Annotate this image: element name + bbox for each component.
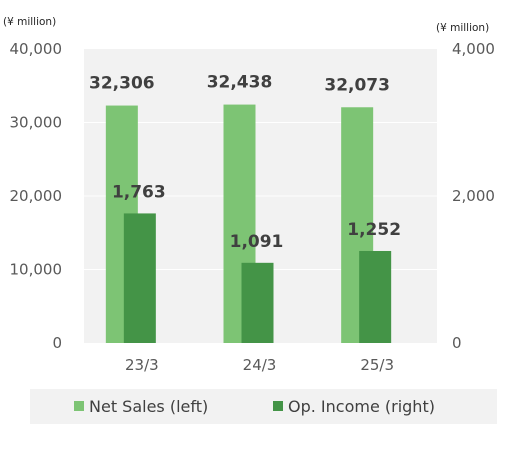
x-axis-ticks: 23/3 24/3 25/3 (125, 356, 394, 374)
data-label-op-income: 1,091 (230, 232, 284, 252)
left-tick-label: 30,000 (10, 114, 63, 132)
left-tick-label: 10,000 (10, 261, 63, 279)
left-tick-label: 20,000 (10, 187, 63, 205)
right-tick-label: 4,000 (452, 40, 495, 58)
data-label-op-income: 1,763 (112, 182, 166, 202)
legend-item: Op. Income (right) (273, 397, 435, 416)
legend (30, 389, 497, 424)
data-label-op-income: 1,252 (347, 220, 401, 240)
data-label-net-sales: 32,073 (324, 75, 390, 95)
x-tick-label: 23/3 (125, 356, 159, 374)
bar-op-income (359, 250, 392, 343)
bar-op-income (123, 213, 156, 343)
right-tick-label: 0 (452, 334, 462, 352)
bar-op-income (241, 262, 274, 343)
left-axis-unit: (¥ million) (3, 16, 56, 28)
x-tick-label: 25/3 (360, 356, 394, 374)
right-axis-unit: (¥ million) (436, 22, 489, 34)
legend-label: Op. Income (right) (288, 397, 435, 416)
left-tick-label: 0 (52, 334, 62, 352)
left-axis: 0 10,000 20,000 30,000 40,000 (10, 40, 63, 352)
data-label-net-sales: 32,306 (89, 74, 155, 94)
legend-item: Net Sales (left) (74, 397, 208, 416)
right-tick-label: 2,000 (452, 187, 495, 205)
right-axis: 0 2,000 4,000 (452, 40, 495, 352)
x-tick-label: 24/3 (243, 356, 277, 374)
legend-items: Net Sales (left) Op. Income (right) (74, 397, 435, 416)
legend-label: Net Sales (left) (89, 397, 208, 416)
legend-swatch (273, 401, 283, 411)
bars: 32,306 1,763 32,438 1,091 32,073 1,252 (89, 73, 401, 343)
legend-swatch (74, 401, 84, 411)
data-label-net-sales: 32,438 (207, 73, 273, 93)
left-tick-label: 40,000 (10, 40, 63, 58)
